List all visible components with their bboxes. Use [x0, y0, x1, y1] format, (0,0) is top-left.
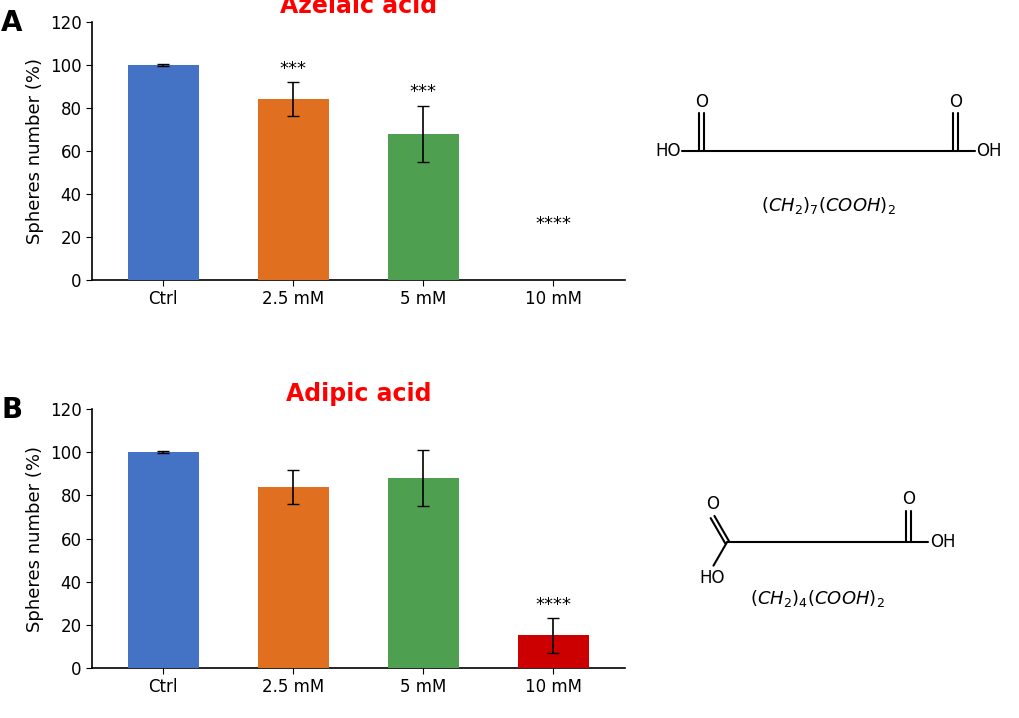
Text: ***: *** — [279, 60, 307, 78]
Bar — [517, 635, 589, 668]
Bar — [258, 487, 329, 668]
Text: O: O — [901, 490, 914, 508]
Y-axis label: Spheres number (%): Spheres number (%) — [26, 445, 44, 632]
Text: $(CH_2)_4(COOH)_2$: $(CH_2)_4(COOH)_2$ — [750, 588, 884, 609]
Text: $(CH_2)_7(COOH)_2$: $(CH_2)_7(COOH)_2$ — [760, 195, 895, 215]
Text: A: A — [1, 9, 22, 37]
Bar — [127, 65, 199, 280]
Bar — [258, 99, 329, 280]
Text: ****: **** — [535, 215, 571, 233]
Text: O: O — [695, 93, 707, 111]
Text: HO: HO — [654, 141, 680, 160]
Text: O: O — [705, 495, 718, 513]
Y-axis label: Spheres number (%): Spheres number (%) — [26, 57, 44, 244]
Text: HO: HO — [698, 569, 723, 587]
Text: O: O — [948, 93, 961, 111]
Text: ****: **** — [535, 596, 571, 614]
Text: OH: OH — [929, 533, 955, 551]
Text: B: B — [1, 396, 22, 424]
Text: OH: OH — [975, 141, 1001, 160]
Text: ***: *** — [410, 83, 436, 101]
Title: Adipic acid: Adipic acid — [285, 382, 431, 406]
Bar — [127, 452, 199, 668]
Title: Azelaic acid: Azelaic acid — [279, 0, 436, 18]
Bar — [387, 478, 459, 668]
Bar — [387, 134, 459, 280]
